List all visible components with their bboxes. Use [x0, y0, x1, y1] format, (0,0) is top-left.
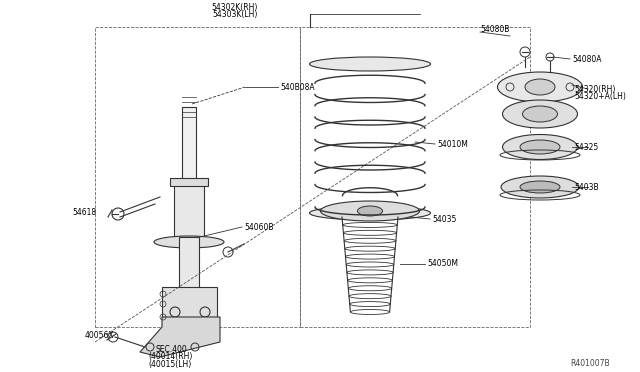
Text: 54080B: 54080B: [480, 25, 509, 33]
Text: 54302K(RH): 54302K(RH): [212, 3, 258, 12]
Text: SEC.400: SEC.400: [155, 346, 187, 355]
Text: 540B08A: 540B08A: [280, 83, 315, 92]
Text: 54320(RH): 54320(RH): [574, 84, 616, 93]
Text: 54325: 54325: [574, 142, 598, 151]
Text: 54010M: 54010M: [437, 140, 468, 148]
FancyBboxPatch shape: [182, 107, 196, 192]
Ellipse shape: [520, 140, 560, 154]
FancyBboxPatch shape: [174, 182, 204, 242]
Ellipse shape: [525, 79, 555, 95]
Text: 54050M: 54050M: [427, 260, 458, 269]
Text: 54618: 54618: [72, 208, 96, 217]
Text: 40056X: 40056X: [85, 330, 115, 340]
Ellipse shape: [154, 236, 224, 248]
Text: 54320+A(LH): 54320+A(LH): [574, 92, 626, 100]
Text: 54303K(LH): 54303K(LH): [212, 10, 258, 19]
FancyBboxPatch shape: [179, 237, 199, 292]
Ellipse shape: [310, 57, 431, 71]
Ellipse shape: [321, 201, 419, 221]
Polygon shape: [140, 317, 220, 357]
Text: 54080A: 54080A: [572, 55, 602, 64]
Ellipse shape: [502, 135, 577, 160]
FancyBboxPatch shape: [170, 178, 208, 186]
Ellipse shape: [497, 72, 582, 102]
Ellipse shape: [502, 100, 577, 128]
Ellipse shape: [522, 106, 557, 122]
Text: 54060B: 54060B: [244, 222, 273, 231]
Ellipse shape: [520, 181, 560, 193]
Text: (40015(LH): (40015(LH): [148, 359, 191, 369]
Text: (40014(RH): (40014(RH): [148, 353, 193, 362]
Ellipse shape: [358, 206, 383, 216]
Text: R401007B: R401007B: [570, 359, 610, 369]
FancyBboxPatch shape: [162, 287, 217, 327]
Text: 5403B: 5403B: [574, 183, 598, 192]
Ellipse shape: [310, 206, 431, 220]
Text: 54035: 54035: [432, 215, 456, 224]
Ellipse shape: [501, 176, 579, 198]
